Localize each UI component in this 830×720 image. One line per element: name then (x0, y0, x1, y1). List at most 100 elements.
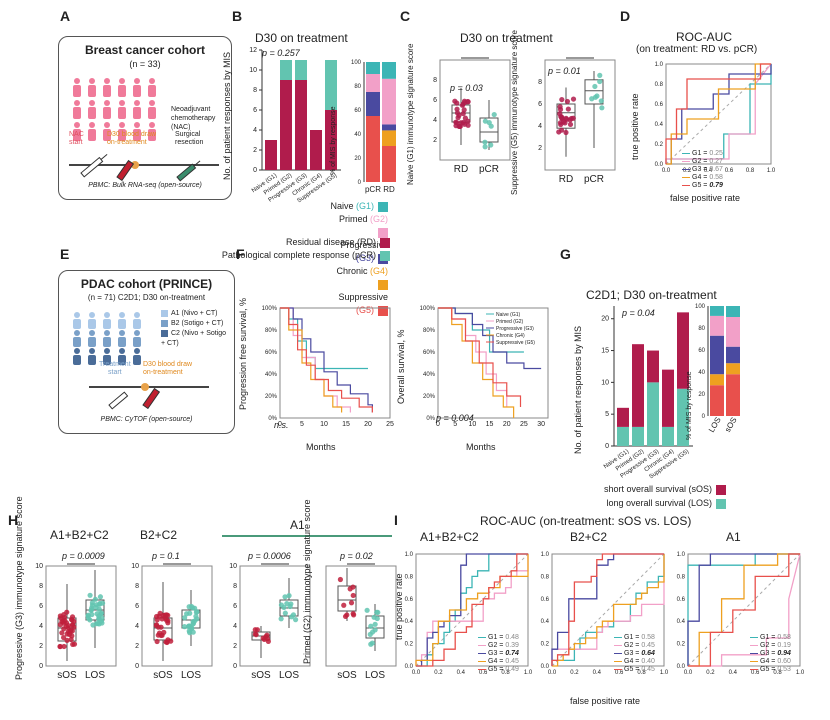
surgery-label: Surgical resection (175, 131, 204, 146)
person-icon (74, 312, 80, 318)
tick-label: 8 (135, 583, 139, 590)
data-point (482, 118, 488, 124)
data-point (491, 111, 497, 118)
auc-value: 0.79 (709, 182, 723, 189)
auc-group: G5 (692, 182, 702, 189)
tick-label: 8 (233, 583, 237, 590)
tick-label: 0% (268, 416, 277, 422)
panel-label-f: F (236, 246, 245, 262)
tick-label: 8 (253, 87, 257, 94)
stack-segment (726, 363, 740, 375)
person-body-icon (73, 85, 81, 97)
tick-label: 15 (486, 421, 494, 428)
person-icon (134, 348, 140, 354)
f-ns: n.s. (274, 420, 289, 430)
tick-label: 0.4 (729, 670, 738, 676)
i-auc-legend-1: G1 = 0.48 G2 = 0.39 G3 = 0.74 G4 = 0.45 G5 =… (478, 634, 538, 674)
bar (310, 130, 322, 170)
tick-label: 0.4 (593, 670, 602, 676)
person-body-icon (103, 129, 111, 141)
stack-segment (726, 306, 740, 317)
data-point (371, 614, 377, 620)
bar (325, 110, 337, 170)
f-os-chart: 0% 20% 40% 60% 80% 100% 0 5 10 15 20 25 30 Naive (G1)… (420, 306, 549, 428)
auc-group: G4 (488, 658, 498, 665)
data-point (562, 120, 568, 126)
tick-label: 5 (605, 411, 609, 418)
tick-label: 6 (233, 603, 237, 610)
person-icon (89, 312, 95, 318)
legend-item: Primed (G2) (328, 213, 388, 239)
tick-label: 80% (265, 328, 278, 334)
tick-label: 0 (253, 167, 257, 174)
tick-label: 10 (601, 379, 609, 386)
person-icon (119, 78, 125, 84)
data-point (453, 123, 459, 129)
tick-label: 20 (698, 392, 705, 398)
tick-label: 0 (436, 421, 440, 428)
tick-label: 5 (453, 421, 457, 428)
arm-c2: C2 (Nivo + Sotigo + CT) (161, 330, 227, 347)
legend-tag: (G3) (356, 253, 374, 263)
person-body-icon (133, 319, 141, 329)
auc-legend-item: G2 = 0.39 (478, 642, 538, 650)
auc-legend-item: G1 = 0.58 (750, 634, 810, 642)
data-point (465, 122, 471, 128)
person-body-icon (88, 337, 96, 347)
i-xlabel: false positive rate (570, 696, 641, 706)
person-body-icon (73, 355, 81, 365)
person-body-icon (88, 355, 96, 365)
data-point (567, 121, 574, 128)
tick-label: 20% (265, 394, 278, 400)
tick-label: 2 (253, 147, 257, 154)
auc-swatch (614, 652, 622, 654)
survival-curve (438, 307, 522, 407)
tick-label: 2 (433, 137, 437, 144)
auc-swatch (614, 636, 622, 638)
data-point (372, 621, 378, 627)
person-icon (119, 312, 125, 318)
auc-value: 0.25 (709, 150, 723, 157)
data-point (71, 641, 78, 647)
data-point (157, 610, 163, 616)
tick-label: 4 (233, 623, 237, 630)
b-ylabel2: % of MIS by response (330, 106, 337, 175)
tick-label: 0.0 (684, 670, 693, 676)
legend-label: Progressive (G3) (496, 326, 534, 332)
bar (632, 426, 644, 446)
tick-label: 4 (538, 123, 542, 130)
c-pvalue2: p = 0.01 (548, 66, 581, 76)
arm-list: A1 (Nivo + CT) B2 (Sotigo + CT) C2 (Nivo… (161, 309, 226, 349)
tick-label: 0.4 (541, 619, 550, 625)
tick-label: 40 (698, 370, 705, 376)
roc-curve (416, 553, 528, 667)
data-point (181, 624, 188, 630)
data-point (66, 631, 73, 637)
auc-legend-item: G3 = 0.94 (750, 650, 810, 658)
person-icon (89, 330, 95, 336)
pdac-patient-icons (73, 312, 209, 391)
tick-label: 1.0 (405, 552, 414, 558)
data-point (282, 610, 288, 616)
data-point (347, 586, 353, 592)
person-icon (104, 78, 110, 84)
roc-curve (688, 553, 800, 667)
auc-value: 0.74 (505, 650, 519, 657)
x-tick-label: pCR (584, 174, 604, 185)
data-point (97, 594, 104, 600)
tick-label: 0 (278, 421, 282, 428)
stack-segment (382, 62, 396, 79)
tick-label: 1.0 (541, 552, 550, 558)
tick-label: 0 (358, 180, 362, 186)
roc-curve (415, 554, 529, 666)
person-icon (74, 100, 80, 106)
roc-curve (688, 553, 801, 667)
tick-label: 0.8 (501, 670, 510, 676)
legend-label: Naive (330, 201, 356, 211)
tick-label: 100 (695, 304, 706, 310)
tick-label: 80 (354, 84, 361, 90)
stack-segment (366, 92, 380, 116)
roc-curve (416, 553, 528, 667)
data-point (89, 605, 95, 611)
tick-label: 0 (233, 663, 237, 670)
